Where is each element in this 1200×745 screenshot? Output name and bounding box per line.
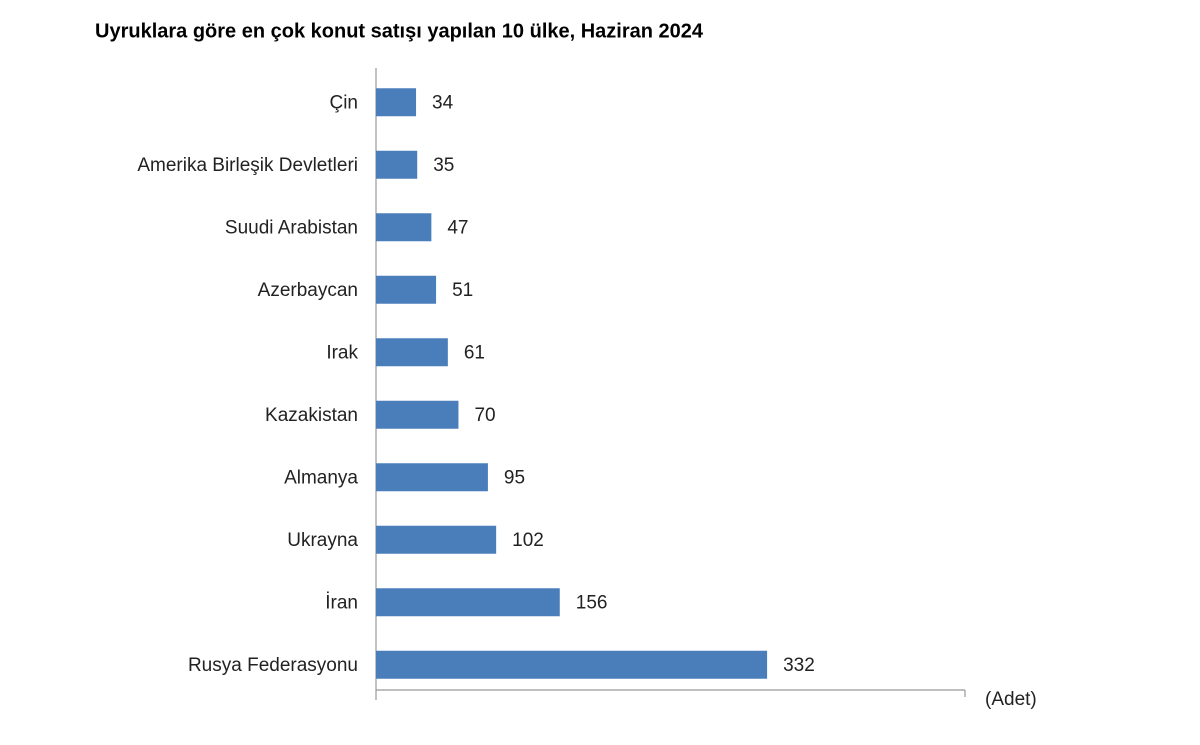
bar xyxy=(376,400,459,429)
y-tick-label: Çin xyxy=(329,92,358,113)
data-label: 95 xyxy=(504,467,525,488)
x-axis-label: (Adet) xyxy=(985,689,1037,710)
y-tick-label: Azerbaycan xyxy=(258,280,358,301)
bar xyxy=(376,588,560,617)
data-label: 102 xyxy=(512,530,544,551)
y-tick-label: Amerika Birleşik Devletleri xyxy=(137,155,358,176)
bar xyxy=(376,275,437,304)
y-tick-label: Rusya Federasyonu xyxy=(188,655,358,676)
y-tick-label: Almanya xyxy=(284,467,358,488)
bar xyxy=(376,213,432,242)
y-tick-label: Irak xyxy=(326,342,358,363)
data-label: 61 xyxy=(464,342,485,363)
bar xyxy=(376,88,417,117)
data-label: 51 xyxy=(452,280,473,301)
data-label: 34 xyxy=(432,92,454,113)
chart-title: Uyruklara göre en çok konut satışı yapıl… xyxy=(95,20,704,42)
y-tick-label: Ukrayna xyxy=(287,530,358,551)
bar xyxy=(376,150,418,179)
data-label: 47 xyxy=(447,217,468,238)
y-tick-label: Kazakistan xyxy=(265,405,358,426)
y-tick-label: İran xyxy=(325,592,358,613)
bar xyxy=(376,650,768,679)
data-label: 332 xyxy=(783,655,815,676)
y-tick-label: Suudi Arabistan xyxy=(225,217,358,238)
bar xyxy=(376,463,488,492)
data-label: 156 xyxy=(576,592,608,613)
bar xyxy=(376,525,497,554)
data-label: 35 xyxy=(433,155,454,176)
bar xyxy=(376,338,448,367)
data-label: 70 xyxy=(474,405,495,426)
